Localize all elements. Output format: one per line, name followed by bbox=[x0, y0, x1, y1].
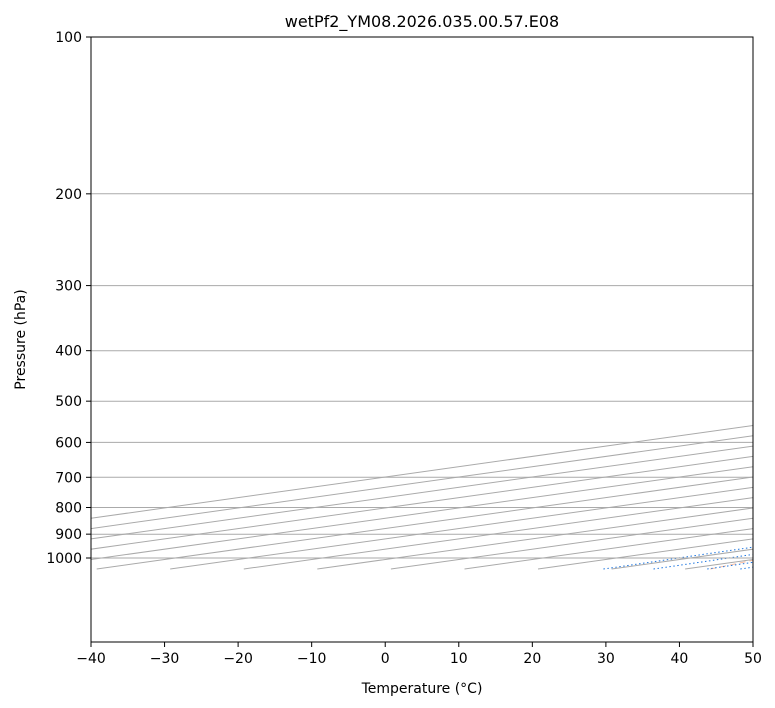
y-tick-label: 300 bbox=[55, 279, 82, 295]
y-tick-label: 600 bbox=[55, 435, 82, 451]
skewed-isotherm-line bbox=[91, 435, 753, 530]
x-axis-title: Temperature (°C) bbox=[361, 681, 483, 697]
y-tick-label: 400 bbox=[55, 344, 82, 360]
skewed-isotherm-line bbox=[91, 424, 753, 519]
y-tick-label: 200 bbox=[55, 187, 82, 203]
skewed-isotherm-line bbox=[91, 466, 753, 560]
y-tick-label: 1000 bbox=[46, 551, 82, 567]
x-tick-label: −10 bbox=[297, 651, 327, 667]
x-tick-label: 10 bbox=[450, 651, 468, 667]
y-tick-label: 100 bbox=[55, 30, 82, 46]
x-tick-label: 50 bbox=[744, 651, 762, 667]
y-tick-label: 900 bbox=[55, 527, 82, 543]
x-tick-label: −40 bbox=[76, 651, 106, 667]
y-tick-label: 500 bbox=[55, 394, 82, 410]
x-tick-label: 20 bbox=[523, 651, 541, 667]
x-tick-label: 0 bbox=[381, 651, 390, 667]
y-tick-label: 700 bbox=[55, 470, 82, 486]
chart-title: wetPf2_YM08.2026.035.00.57.E08 bbox=[285, 12, 559, 32]
y-axis-title: Pressure (hPa) bbox=[13, 289, 29, 389]
skewed-isotherm-line bbox=[91, 455, 753, 550]
skewed-isotherm-line bbox=[91, 445, 753, 540]
plot-frame bbox=[90, 36, 754, 643]
x-tick-label: −30 bbox=[150, 651, 180, 667]
x-tick-label: 30 bbox=[597, 651, 615, 667]
x-tick-label: 40 bbox=[671, 651, 689, 667]
skewed-isotherm-line bbox=[96, 476, 753, 570]
y-tick-label: 800 bbox=[55, 501, 82, 517]
x-tick-label: −20 bbox=[223, 651, 253, 667]
